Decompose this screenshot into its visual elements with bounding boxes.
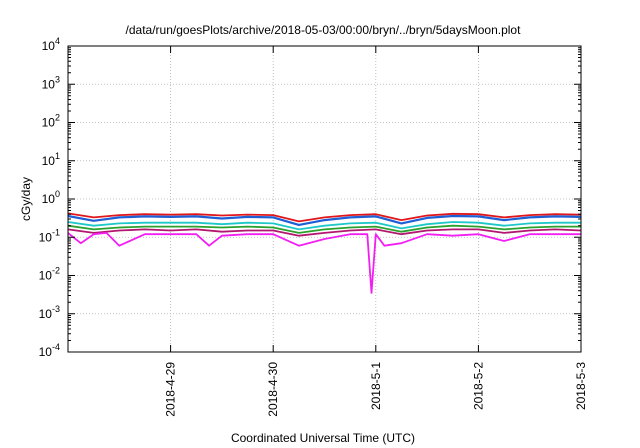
y-axis-label: cGy/day: [19, 177, 33, 221]
y-tick-base: 10: [39, 269, 53, 283]
x-tick-label: 2018-5-1: [369, 362, 383, 410]
y-tick-base: 10: [42, 39, 56, 53]
y-tick-label: 101: [42, 151, 60, 168]
y-tick-base: 10: [42, 154, 56, 168]
series-line-5: [67, 228, 582, 237]
y-tick-base: 10: [39, 307, 53, 321]
series-line-1: [67, 212, 582, 223]
series-line-2: [67, 214, 582, 226]
x-axis: 2018-4-29 2018-4-30 2018-5-1 2018-5-2 2018-5…: [164, 46, 588, 417]
y-tick-exponent: 2: [55, 113, 60, 123]
y-tick-label: 10-1: [39, 227, 60, 244]
x-tick-label: 2018-4-29: [164, 362, 178, 417]
y-tick-base: 10: [39, 345, 53, 359]
y-tick-exponent: -2: [52, 266, 60, 276]
x-axis-label: Coordinated Universal Time (UTC): [231, 431, 415, 445]
y-tick-base: 10: [42, 116, 56, 130]
y-tick-exponent: 3: [55, 74, 60, 84]
x-tick-label: 2018-4-30: [266, 362, 280, 417]
x-tick-label: 2018-5-3: [574, 362, 588, 410]
y-tick-exponent: -3: [52, 304, 60, 314]
y-tick-label: 10-2: [39, 266, 60, 283]
plot-frame: [67, 45, 582, 353]
y-tick-base: 10: [42, 77, 56, 91]
y-tick-base: 10: [42, 192, 56, 206]
y-tick-label: 10-3: [39, 304, 60, 321]
series-layer: [67, 212, 582, 294]
y-tick-label: 103: [42, 74, 60, 91]
y-tick-base: 10: [39, 230, 53, 244]
chart-title: /data/run/goesPlots/archive/2018-05-03/0…: [126, 23, 522, 37]
series-line-6: [67, 232, 581, 294]
x-tick-label: 2018-5-2: [471, 362, 485, 410]
y-tick-label: 100: [42, 189, 60, 206]
y-tick-exponent: -4: [52, 342, 60, 352]
y-tick-label: 102: [42, 113, 60, 130]
y-tick-exponent: -1: [52, 227, 60, 237]
y-tick-exponent: 0: [55, 189, 60, 199]
y-tick-exponent: 4: [55, 36, 60, 46]
series-line-3: [67, 221, 581, 231]
series-line-4: [67, 224, 581, 234]
grid: [68, 46, 581, 352]
y-tick-label: 10-4: [39, 342, 60, 359]
y-tick-exponent: 1: [55, 151, 60, 161]
y-tick-label: 104: [42, 36, 60, 53]
